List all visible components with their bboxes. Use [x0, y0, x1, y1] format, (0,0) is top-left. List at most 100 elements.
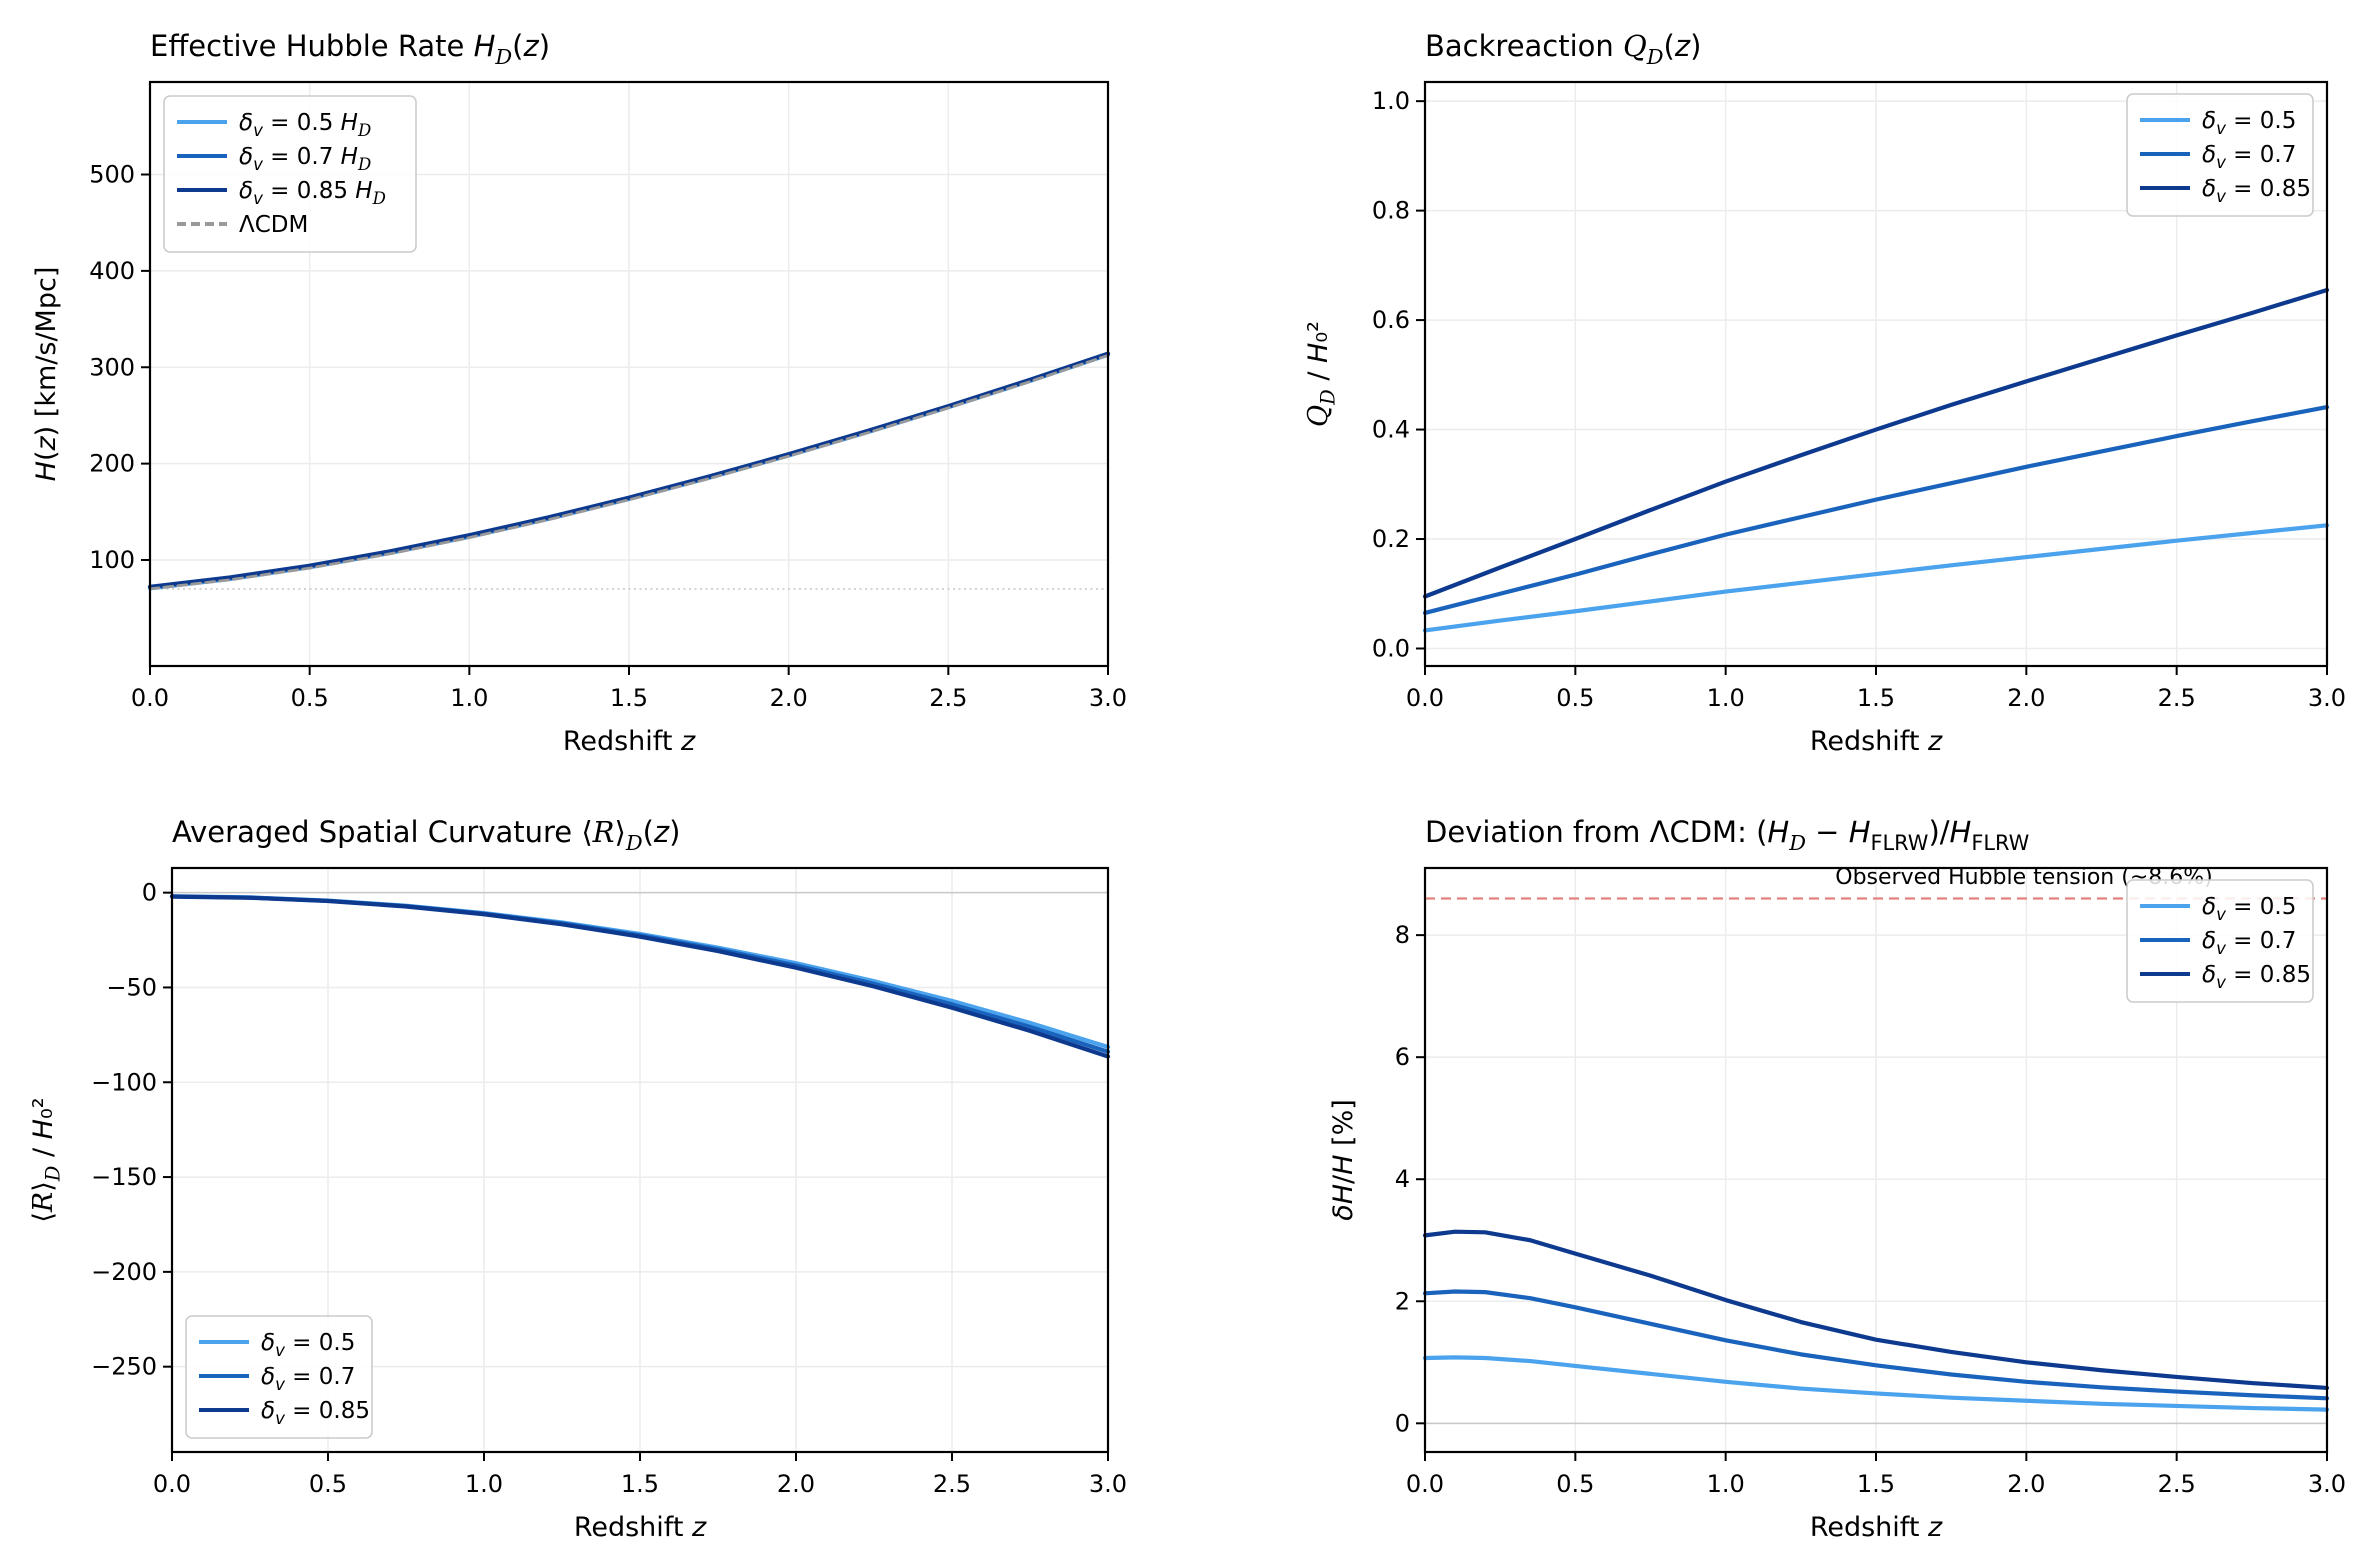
x-tick-label: 1.5 [1857, 1470, 1895, 1498]
y-tick-label: 0.2 [1372, 525, 1410, 553]
legend-label: δv = 0.7 [2202, 928, 2296, 958]
x-tick-label: 2.5 [2158, 684, 2196, 712]
y-axis-label: ⟨R⟩D / H₀² [28, 1097, 64, 1222]
x-tick-label: 1.5 [610, 684, 648, 712]
series-line-0 [1422, 523, 2330, 633]
x-axis-label: Redshift z [1810, 1512, 1943, 1543]
series-line-3 [148, 354, 1110, 591]
chart-title: Backreaction QD(z) [1425, 29, 1701, 69]
x-tick-label: 1.5 [621, 1470, 659, 1498]
y-tick-label: −150 [91, 1163, 157, 1191]
series-line-2 [1422, 287, 2330, 599]
y-tick-label: 0.4 [1372, 416, 1410, 444]
chart-title: Averaged Spatial Curvature ⟨R⟩D(z) [172, 815, 680, 855]
panel-hubble-rate: 0.0 0.5 1.0 1.5 2.0 2.5 3.0 100 200 300 400 500 Effe… [31, 29, 1127, 757]
legend-label: δv = 0.5 [261, 1330, 355, 1360]
y-tick-label: 0.0 [1372, 634, 1410, 662]
axes-ticks: 0.0 0.5 1.0 1.5 2.0 2.5 3.0 0 2 4 6 8 [1395, 921, 2346, 1498]
y-tick-label: 1.0 [1372, 87, 1410, 115]
x-tick-label: 1.0 [450, 684, 488, 712]
y-tick-label: −100 [91, 1068, 157, 1096]
legend-label: ΛCDM [239, 212, 308, 238]
y-tick-label: 8 [1395, 921, 1410, 949]
series-line-2 [1422, 1229, 2330, 1391]
x-axis-label: Redshift z [563, 726, 696, 757]
x-tick-label: 1.5 [1857, 684, 1895, 712]
series-line-0 [1422, 1355, 2330, 1412]
y-tick-label: 0 [142, 879, 157, 907]
y-tick-label: 0.6 [1372, 306, 1410, 334]
legend-label: δv = 0.5 [2202, 108, 2296, 138]
x-axis-label: Redshift z [574, 1512, 707, 1543]
y-tick-label: 6 [1395, 1043, 1410, 1071]
series-line-2 [169, 894, 1111, 1059]
y-tick-label: 100 [89, 546, 135, 574]
chart-title: Effective Hubble Rate HD(z) [150, 29, 550, 69]
y-tick-label: 2 [1395, 1287, 1410, 1315]
x-tick-label: 3.0 [2308, 684, 2346, 712]
legend-box [2126, 93, 2314, 217]
x-tick-label: 0.5 [291, 684, 329, 712]
legend-label: δv = 0.5 [2202, 894, 2296, 924]
y-tick-label: 500 [89, 161, 135, 189]
panel-backreaction: 0.0 0.5 1.0 1.5 2.0 2.5 3.0 0.0 0.2 0.4 0.6 0.8 1.0 B… [1303, 29, 2346, 757]
series-line-1 [1422, 1289, 2330, 1401]
x-tick-label: 1.0 [1707, 684, 1745, 712]
legend-label: δv = 0.85 HD [239, 178, 386, 208]
y-tick-label: −250 [91, 1353, 157, 1381]
legend-label: δv = 0.7 HD [239, 144, 371, 174]
x-tick-label: 0.0 [153, 1470, 191, 1498]
y-axis-label: δH/H [%] [1328, 1099, 1359, 1221]
axes-ticks: 0.0 0.5 1.0 1.5 2.0 2.5 3.0 0.0 0.2 0.4 0.6 0.8 1.0 [1372, 87, 2346, 712]
gridlines [1424, 868, 2328, 1452]
y-axis-label: H(z) [km/s/Mpc] [31, 267, 62, 482]
y-tick-label: −50 [106, 973, 157, 1001]
x-tick-label: 1.0 [1707, 1470, 1745, 1498]
x-tick-label: 0.0 [1406, 1470, 1444, 1498]
x-tick-label: 0.0 [131, 684, 169, 712]
x-tick-label: 0.5 [1556, 684, 1594, 712]
series-line-2 [147, 351, 1111, 589]
legend-label: δv = 0.85 [2202, 962, 2311, 992]
y-tick-label: −200 [91, 1258, 157, 1286]
axes-ticks: 0.0 0.5 1.0 1.5 2.0 2.5 3.0 0 −50 −100 −150 −200 −25… [91, 879, 1127, 1498]
x-tick-label: 1.0 [465, 1470, 503, 1498]
x-tick-label: 2.0 [770, 684, 808, 712]
panel-curvature: 0.0 0.5 1.0 1.5 2.0 2.5 3.0 0 −50 −100 −150 −200 −25… [28, 815, 1127, 1543]
x-tick-label: 2.5 [933, 1470, 971, 1498]
x-tick-label: 3.0 [2308, 1470, 2346, 1498]
x-tick-label: 3.0 [1089, 684, 1127, 712]
legend-box [163, 95, 417, 253]
legend-label: δv = 0.5 HD [239, 110, 371, 140]
x-tick-label: 0.5 [1556, 1470, 1594, 1498]
y-tick-label: 200 [89, 450, 135, 478]
x-axis-label: Redshift z [1810, 726, 1943, 757]
x-tick-label: 2.5 [929, 684, 967, 712]
legend: δv = 0.5 δv = 0.7 δv = 0.85 [185, 1315, 373, 1439]
y-tick-label: 400 [89, 257, 135, 285]
y-tick-label: 0.8 [1372, 197, 1410, 225]
y-tick-label: 0 [1395, 1409, 1410, 1437]
series-line-1 [1422, 405, 2330, 616]
legend-label: δv = 0.85 [261, 1398, 370, 1428]
x-tick-label: 0.0 [1406, 684, 1444, 712]
legend-label: δv = 0.7 [2202, 142, 2296, 172]
legend-label: δv = 0.85 [2202, 176, 2311, 206]
legend: δv = 0.5 δv = 0.7 δv = 0.85 [2126, 879, 2314, 1003]
legend-box [2126, 879, 2314, 1003]
x-tick-label: 2.5 [2158, 1470, 2196, 1498]
x-tick-label: 2.0 [2007, 1470, 2045, 1498]
legend: δv = 0.5 HD δv = 0.7 HD δv = 0.85 HD ΛCDM [163, 95, 417, 253]
x-tick-label: 2.0 [2007, 684, 2045, 712]
y-axis-label: QD / H₀² [1303, 321, 1339, 427]
x-tick-label: 3.0 [1089, 1470, 1127, 1498]
chart-title: Deviation from ΛCDM: (HD − HFLRW)/HFLRW [1425, 815, 2029, 855]
legend-label: δv = 0.7 [261, 1364, 355, 1394]
x-tick-label: 2.0 [777, 1470, 815, 1498]
x-tick-label: 0.5 [309, 1470, 347, 1498]
y-tick-label: 4 [1395, 1165, 1410, 1193]
panel-deviation: Observed Hubble tension (~8.6%)0.0 0.5 1.0… [1328, 815, 2346, 1543]
y-tick-label: 300 [89, 353, 135, 381]
